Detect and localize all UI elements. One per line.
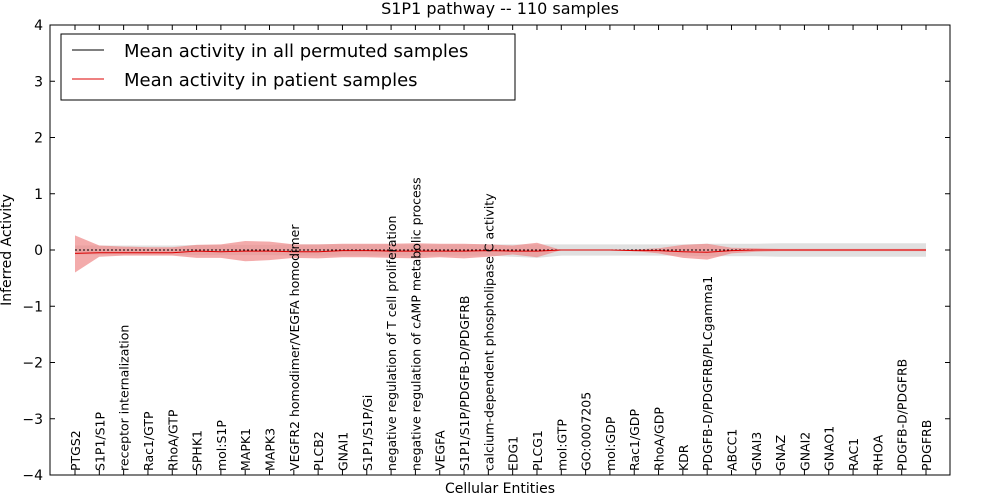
x-tick-label: RAC1 — [846, 438, 861, 471]
x-tick-label: calcium-dependent phospholipase C activi… — [481, 193, 496, 471]
series-lines — [74, 249, 926, 254]
legend: Mean activity in all permuted samples Me… — [60, 33, 516, 101]
x-tick-label: KDR — [676, 444, 691, 471]
x-tick-label: SPHK1 — [190, 430, 205, 471]
y-tick-label: 0 — [34, 243, 43, 259]
x-tick-label: mol:GTP — [554, 419, 569, 471]
x-tick-label: EDG1 — [506, 436, 521, 471]
x-tick-label: VEGFR2 homodimer/VEGFA homodimer — [287, 224, 302, 471]
x-tick-label: GNAO1 — [822, 426, 837, 471]
y-tick-labels: −4 −3 −2 −1 0 1 2 3 4 — [22, 18, 950, 484]
x-tick-label: negative regulation of T cell proliferat… — [384, 216, 399, 471]
x-tick-label: VEGFA — [433, 430, 448, 471]
y-tick-label: 1 — [34, 187, 43, 203]
x-tick-label: MAPK3 — [263, 428, 278, 471]
x-tick-label: ABCC1 — [725, 429, 740, 471]
x-axis-label: Cellular Entities — [445, 481, 555, 497]
y-tick-label: −4 — [22, 468, 43, 484]
y-axis-label: Inferred Activity — [0, 194, 15, 306]
x-tick-label: RhoA/GTP — [165, 409, 180, 471]
y-tick-label: 3 — [34, 74, 43, 90]
x-tick-label: RhoA/GDP — [652, 407, 667, 471]
x-tick-label: S1P1/S1P/PDGFB-D/PDGFRB — [457, 295, 472, 471]
y-tick-label: −3 — [22, 412, 43, 428]
x-tick-label: mol:S1P — [214, 420, 229, 471]
x-tick-label: PLCG1 — [530, 430, 545, 471]
x-tick-label: PDGFB-D/PDGFRB — [895, 359, 910, 471]
x-tick-label: PLCB2 — [311, 431, 326, 471]
x-tick-label: Rac1/GDP — [627, 409, 642, 471]
y-tick-label: −2 — [22, 356, 43, 372]
x-tick-label: PTGS2 — [68, 430, 83, 471]
x-tick-label: RHOA — [870, 434, 885, 471]
chart-title: S1P1 pathway -- 110 samples — [381, 0, 619, 18]
x-tick-label: S1P1/S1P — [92, 412, 107, 471]
x-tick-label: GNAZ — [773, 435, 788, 471]
x-tick-labels: PTGS2 S1P1/S1P receptor internalization Rac… — [68, 25, 934, 475]
x-tick-label: negative regulation of cAMP metabolic pr… — [408, 177, 423, 471]
legend-label-patient: Mean activity in patient samples — [124, 70, 418, 91]
band-1 — [75, 235, 926, 273]
y-tick-label: 4 — [34, 18, 43, 34]
x-tick-label: GNAI2 — [797, 432, 812, 471]
y-tick-label: 2 — [34, 131, 43, 147]
x-tick-label: GNAI1 — [336, 432, 351, 471]
x-tick-label: Rac1/GTP — [141, 411, 156, 471]
y-tick-label: −1 — [22, 299, 43, 315]
x-tick-label: receptor internalization — [117, 325, 132, 471]
series-line-1 — [74, 249, 926, 254]
plot-frame — [49, 24, 951, 476]
x-tick-label: PDGFB-D/PDGFRB/PLCgamma1 — [700, 276, 715, 471]
x-tick-label: S1P1/S1P/Gi — [360, 395, 375, 471]
x-tick-label: GO:0007205 — [579, 392, 594, 471]
x-tick-label: mol:GDP — [603, 416, 618, 471]
x-tick-label: PDGFRB — [919, 420, 934, 471]
x-tick-label: GNAI3 — [749, 432, 764, 471]
x-tick-label: MAPK1 — [238, 428, 253, 471]
legend-box — [60, 33, 516, 101]
legend-label-permuted: Mean activity in all permuted samples — [124, 41, 468, 62]
